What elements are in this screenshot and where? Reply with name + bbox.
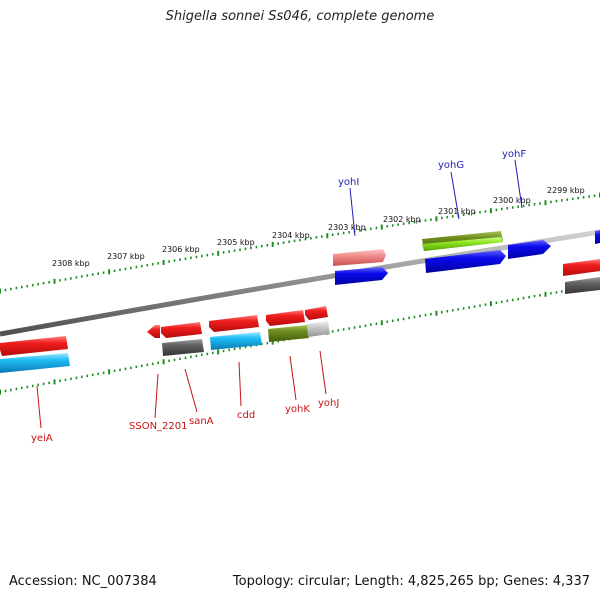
scale-label-2301: 2301 kbp (438, 207, 476, 216)
gene-sanA-red[interactable] (161, 322, 202, 338)
scale-label-2304: 2304 kbp (272, 231, 310, 240)
gene-sanA-gray[interactable] (162, 339, 204, 356)
gene-label-yeiA[interactable]: yeiA (31, 433, 53, 444)
gene-labels-bottom: yeiA SSON_2201 sanA cdd yohK yohJ (31, 398, 339, 444)
gene-yohJ-red[interactable] (305, 306, 328, 320)
gene-label-yohF[interactable]: yohF (502, 149, 526, 160)
gene-yohG-blue[interactable] (425, 250, 506, 273)
map-title: Shigella sonnei Ss046, complete genome (165, 9, 435, 24)
genes-outer-strand (333, 230, 600, 294)
gene-yohK-olive[interactable] (268, 325, 309, 342)
label-leaders-top (349, 159, 523, 237)
scale-label-2303: 2303 kbp (328, 223, 366, 232)
accession-text: Accession: NC_007384 (9, 574, 157, 589)
scale-ticks-outer (0, 192, 600, 294)
gene-label-yohK[interactable]: yohK (285, 404, 310, 415)
scale-label-2302: 2302 kbp (383, 215, 421, 224)
gene-yohI-pink[interactable] (333, 249, 386, 266)
scale-label-2306: 2306 kbp (162, 245, 200, 254)
scale-label-2300: 2300 kbp (493, 196, 531, 205)
gene-yohF-blue[interactable] (508, 240, 551, 259)
scale-label-2299: 2299 kbp (547, 186, 585, 195)
gene-cdd-cyan[interactable] (210, 332, 262, 350)
gene-label-yohG[interactable]: yohG (438, 160, 464, 171)
gene-label-yohI[interactable]: yohI (338, 177, 359, 188)
gene-label-yohJ[interactable]: yohJ (318, 398, 339, 409)
gene-yohG-lime[interactable] (422, 237, 503, 251)
gene-SSON_2201-red[interactable] (147, 325, 160, 338)
topology-summary: Topology: circular; Length: 4,825,265 bp… (232, 574, 590, 589)
gene-yohK-red[interactable] (266, 310, 305, 326)
gene-label-cdd[interactable]: cdd (237, 410, 255, 421)
gene-edge-gray[interactable] (565, 277, 600, 294)
gene-yeiA-cyan[interactable] (0, 353, 70, 373)
gene-label-sanA[interactable]: sanA (189, 416, 214, 427)
gene-labels-top: yohI yohG yohF (338, 149, 526, 188)
gene-edge-blue[interactable] (595, 230, 600, 244)
gene-edge-red[interactable] (563, 259, 600, 276)
genes-inner-strand (0, 306, 330, 373)
label-leaders-bottom (36, 350, 327, 429)
scale-label-2307: 2307 kbp (107, 252, 145, 261)
gene-yohI-blue[interactable] (335, 267, 388, 285)
gene-yeiA-red[interactable] (0, 336, 68, 356)
gene-label-SSON_2201[interactable]: SSON_2201 (129, 421, 188, 432)
gene-yohJ-lightgray[interactable] (307, 321, 330, 337)
scale-label-2308: 2308 kbp (52, 259, 90, 268)
scale-label-2305: 2305 kbp (217, 238, 255, 247)
gene-cdd-red[interactable] (209, 315, 259, 332)
scale-labels: 2308 kbp 2307 kbp 2306 kbp 2305 kbp 2304… (52, 186, 585, 268)
